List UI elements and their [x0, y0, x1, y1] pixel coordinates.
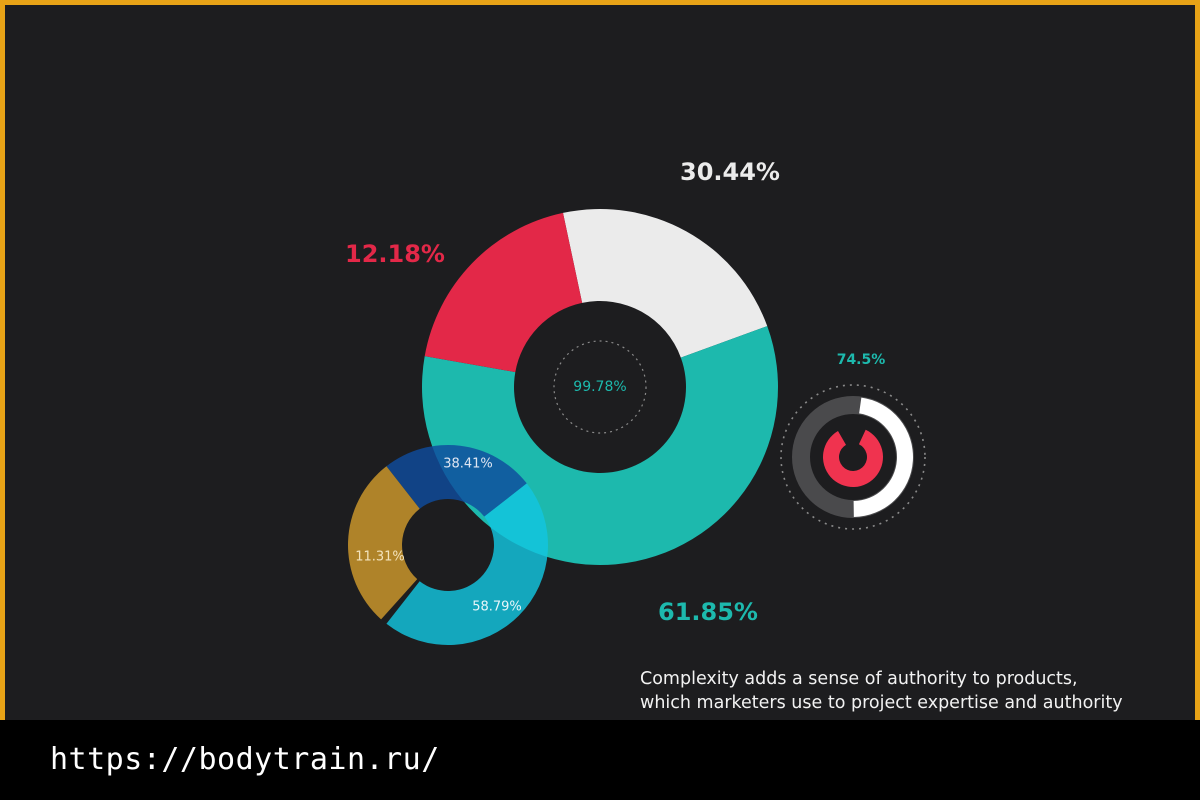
progress-ring-label: 74.5% — [837, 352, 886, 368]
caption: Complexity adds a sense of authority to … — [640, 667, 1180, 715]
caption-line-1: Complexity adds a sense of authority to … — [640, 669, 1078, 689]
chart-frame: 99.78% 30.44% 61.85% 12.18% 38.41% 58.79% 11.3… — [5, 5, 1195, 720]
big-donut-slice-1 — [562, 208, 768, 358]
big-donut-inner-dashed-ring — [553, 340, 647, 434]
caption-line-2: which marketers use to project expertise… — [640, 693, 1123, 713]
small-donut-label-58-79: 58.79% — [472, 600, 522, 615]
small-donut-label-11-31: 11.31% — [355, 550, 405, 565]
small-donut-slice-3 — [347, 466, 420, 620]
progress-ring-dashed-outline — [780, 384, 926, 530]
big-donut-label-30-44: 30.44% — [680, 158, 780, 186]
progress-ring-arc — [853, 397, 914, 517]
progress-ring-inner-accent — [823, 429, 884, 487]
footer-bar: https://bodytrain.ru/ — [0, 720, 1200, 800]
big-donut-label-12-18: 12.18% — [345, 240, 445, 268]
big-donut-slice-3 — [424, 212, 583, 373]
big-donut-center-label: 99.78% — [573, 379, 626, 395]
small-donut-slice-1 — [386, 444, 527, 517]
footer-url-link[interactable]: https://bodytrain.ru/ — [50, 742, 440, 777]
small-donut — [347, 444, 549, 646]
progress-ring — [780, 384, 926, 530]
small-donut-slice-2 — [386, 483, 549, 646]
big-donut-label-61-85: 61.85% — [658, 598, 758, 626]
chart-canvas: 99.78% 30.44% 61.85% 12.18% 38.41% 58.79% 11.3… — [345, 158, 926, 646]
chart-labels: 99.78% 30.44% 61.85% 12.18% 38.41% 58.79% 11.3… — [345, 158, 885, 626]
small-donut-label-38-41: 38.41% — [443, 457, 493, 472]
